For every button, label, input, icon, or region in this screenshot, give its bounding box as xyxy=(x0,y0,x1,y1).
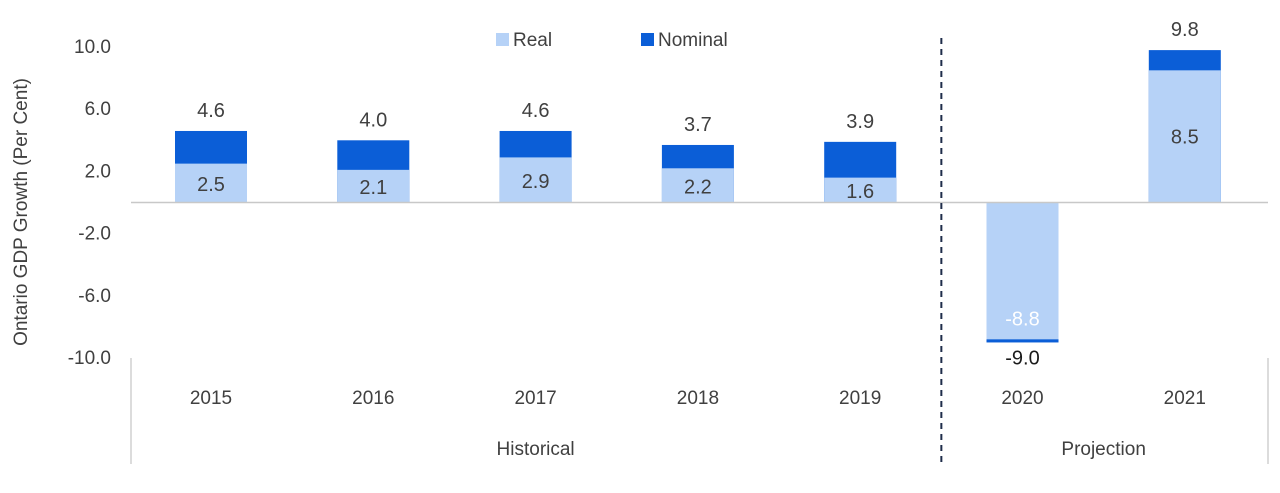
x-tick-label-2018: 2018 xyxy=(677,388,719,409)
group-label-projection: Projection xyxy=(1061,439,1146,460)
data-label-nominal-2015: 4.6 xyxy=(197,100,225,122)
data-label-real-2021: 8.5 xyxy=(1171,126,1199,148)
data-label-nominal-2021: 9.8 xyxy=(1171,19,1199,41)
legend-swatch-real xyxy=(496,33,509,46)
data-label-nominal-2016: 4.0 xyxy=(359,109,387,131)
x-tick-label-2019: 2019 xyxy=(839,388,881,409)
data-label-nominal-2018: 3.7 xyxy=(684,114,712,136)
bar-real-2016 xyxy=(337,169,410,203)
data-label-nominal-2020: -9.0 xyxy=(1005,347,1039,369)
y-tick-label: -2.0 xyxy=(78,224,111,245)
data-label-nominal-2019: 3.9 xyxy=(846,111,874,133)
data-label-nominal-2017: 4.6 xyxy=(522,100,550,122)
data-label-real-2015: 2.5 xyxy=(197,174,225,196)
y-tick-label: 6.0 xyxy=(85,99,111,120)
legend-swatch-nominal xyxy=(641,33,654,46)
bar-real-2020 xyxy=(986,202,1059,340)
bar-real-2018 xyxy=(661,168,734,203)
x-tick-label-2020: 2020 xyxy=(1001,388,1043,409)
bar-real-2019 xyxy=(824,177,897,203)
x-tick-label-2015: 2015 xyxy=(190,388,232,409)
y-tick-label: 10.0 xyxy=(74,37,111,58)
x-tick-label-2017: 2017 xyxy=(514,388,556,409)
y-axis-label: Ontario GDP Growth (Per Cent) xyxy=(11,78,32,346)
x-tick-label-2021: 2021 xyxy=(1164,388,1206,409)
bar-real-2017 xyxy=(499,157,572,203)
group-label-historical: Historical xyxy=(497,439,575,460)
data-label-real-2018: 2.2 xyxy=(684,176,712,198)
y-tick-label: -6.0 xyxy=(78,286,111,307)
y-tick-label: -10.0 xyxy=(68,348,111,369)
legend-label-nominal: Nominal xyxy=(658,30,728,51)
legend-label-real: Real xyxy=(513,30,552,51)
y-tick-label: 2.0 xyxy=(85,161,111,182)
data-label-real-2016: 2.1 xyxy=(359,177,387,199)
x-tick-label-2016: 2016 xyxy=(352,388,394,409)
bar-real-2015 xyxy=(175,163,247,203)
data-label-real-2020: -8.8 xyxy=(1005,308,1039,330)
data-label-real-2019: 1.6 xyxy=(846,181,874,203)
data-label-real-2017: 2.9 xyxy=(522,171,550,193)
bar-real-2021 xyxy=(1148,70,1221,203)
